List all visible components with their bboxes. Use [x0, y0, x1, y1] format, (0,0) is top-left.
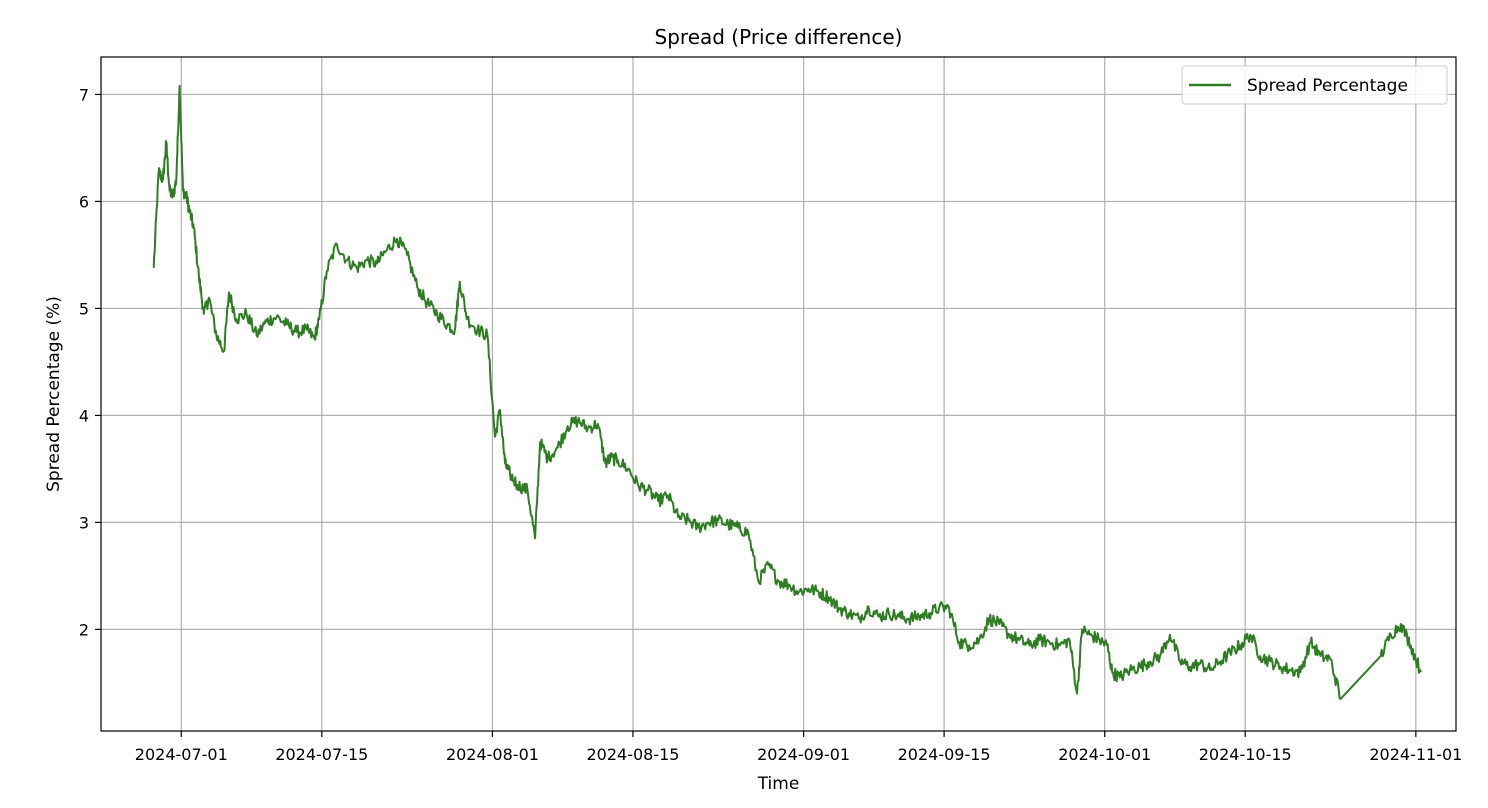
legend-label-spread-percentage: Spread Percentage — [1247, 76, 1408, 96]
x-tick-label: 2024-09-01 — [757, 745, 850, 764]
x-tick-label: 2024-07-01 — [135, 745, 228, 764]
chart-title: Spread (Price difference) — [655, 25, 903, 49]
y-axis-label: Spread Percentage (%) — [44, 296, 64, 492]
series-line-spread-percentage — [152, 84, 1422, 700]
y-axis: 2 3 4 5 6 7 — [79, 85, 101, 639]
x-tick-label: 2024-08-01 — [446, 745, 539, 764]
x-axis-label: Time — [757, 774, 800, 794]
legend-box — [1181, 65, 1448, 105]
series-layer — [152, 84, 1422, 700]
x-tick-label: 2024-08-15 — [586, 745, 679, 764]
x-tick-label: 2024-11-01 — [1369, 745, 1462, 764]
x-axis: 2024-07-01 2024-07-15 2024-08-01 2024-08-15… — [135, 731, 1462, 764]
x-tick-label: 2024-09-15 — [898, 745, 991, 764]
y-tick-label: 5 — [79, 299, 89, 318]
x-tick-label: 2024-10-01 — [1058, 745, 1151, 764]
y-tick-label: 7 — [79, 85, 89, 104]
y-tick-label: 6 — [79, 192, 89, 211]
grid — [101, 57, 1456, 731]
y-tick-label: 4 — [79, 406, 89, 425]
x-tick-label: 2024-10-15 — [1199, 745, 1292, 764]
legend: Spread Percentage — [1181, 65, 1448, 105]
y-tick-label: 2 — [79, 620, 89, 639]
plot-frame — [100, 56, 1457, 732]
x-tick-label: 2024-07-15 — [275, 745, 368, 764]
y-tick-label: 3 — [79, 513, 89, 532]
